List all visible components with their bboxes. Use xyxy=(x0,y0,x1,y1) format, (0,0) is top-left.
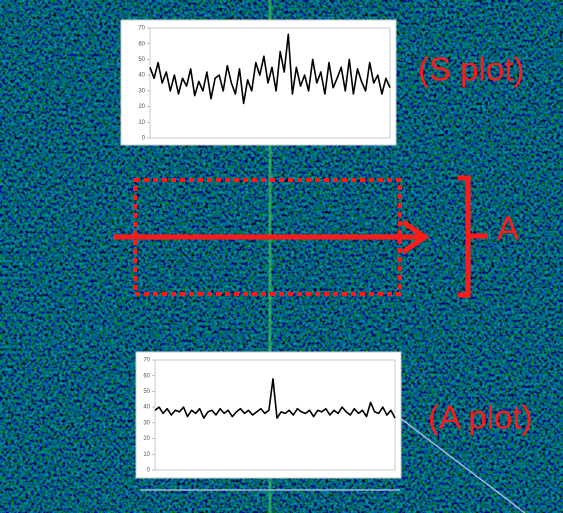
inset-panel xyxy=(135,351,402,479)
y-tick-label: 50 xyxy=(138,57,145,63)
plot-area xyxy=(149,27,391,139)
diagonal-line xyxy=(399,417,526,513)
y-tick-label: 40 xyxy=(138,73,145,79)
y-tick-label: 40 xyxy=(143,405,150,411)
y-tick-label: 30 xyxy=(143,420,150,426)
plot-area xyxy=(154,359,396,471)
a-plot-label: (A plot) xyxy=(428,399,533,436)
y-tick-label: 70 xyxy=(138,26,145,32)
y-tick-label: 70 xyxy=(143,358,150,364)
y-tick-label: 50 xyxy=(143,389,150,395)
s-plot-label: (S plot) xyxy=(418,51,524,88)
a-label: A xyxy=(497,210,519,247)
y-tick-label: 0 xyxy=(142,136,146,142)
y-tick-label: 20 xyxy=(143,436,150,442)
data-line xyxy=(149,33,391,105)
arrow-head xyxy=(401,219,430,255)
inset-panel xyxy=(120,19,397,146)
y-tick-label: 10 xyxy=(138,120,145,126)
data-line xyxy=(154,378,396,419)
y-tick-label: 20 xyxy=(138,104,145,110)
y-tick-label: 60 xyxy=(138,41,145,47)
y-tick-label: 0 xyxy=(147,468,151,474)
y-tick-label: 60 xyxy=(143,373,150,379)
y-tick-label: 10 xyxy=(143,452,150,458)
y-tick-label: 30 xyxy=(138,88,145,94)
